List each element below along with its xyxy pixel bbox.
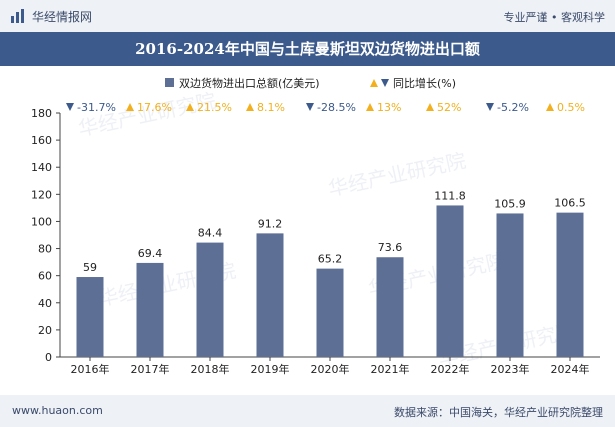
bar-value-label: 105.9 [494,197,526,210]
y-tick-label: 100 [31,215,52,228]
bar-value-label: 91.2 [258,217,283,230]
website-url: www.huaon.com [12,404,103,417]
x-tick-label: 2020年 [311,362,350,376]
bar-value-label: 106.5 [554,197,586,210]
x-tick-label: 2023年 [491,362,530,376]
growth-down-icon [306,103,314,111]
y-tick-label: 80 [38,243,52,256]
bar-8 [496,213,524,357]
y-tick-label: 120 [31,188,52,201]
chart-title: 2016-2024年中国与土库曼斯坦双边货物进出口额 [135,40,480,58]
bar-value-label: 69.4 [138,247,163,260]
growth-label: 17.6% [137,101,172,114]
brand: 华经情报网 [10,7,92,25]
x-tick-label: 2016年 [71,362,110,376]
growth-up-icon [366,103,374,111]
y-tick-label: 140 [31,161,52,174]
title-bar: 2016-2024年中国与土库曼斯坦双边货物进出口额 [0,32,615,66]
y-tick-label: 40 [38,297,52,310]
growth-label: 13% [377,101,401,114]
bar-5 [316,268,344,357]
x-tick-label: 2024年 [551,362,590,376]
bar-6 [376,257,404,357]
watermark-text: 华经产业研究院 [76,88,218,141]
y-tick-label: 180 [31,107,52,120]
growth-up-icon [186,103,194,111]
growth-label: 52% [437,101,461,114]
growth-label: -28.5% [317,101,356,114]
growth-down-icon [66,103,74,111]
brand-name: 华经情报网 [32,9,93,24]
growth-up-icon [426,103,434,111]
bar-chart: 华经产业研究院华经产业研究院华经产业研究院华经产业研究院华经产业研究院双边货物进… [31,76,600,376]
bar-1 [76,277,104,357]
bar-value-label: 59 [83,261,97,274]
legend-label-growth: 同比增长(%) [393,76,456,90]
y-tick-label: 0 [45,351,52,364]
tagline: 专业严谨 • 客观科学 [503,11,605,24]
footer-bar: www.huaon.com 数据来源：中国海关，华经产业研究院整理 [0,395,615,427]
bar-value-label: 65.2 [318,253,343,266]
bar-value-label: 73.6 [378,241,403,254]
x-tick-label: 2022年 [431,362,470,376]
legend-down-icon [381,79,389,87]
x-tick-label: 2021年 [371,362,410,376]
y-tick-label: 60 [38,270,52,283]
growth-down-icon [486,103,494,111]
legend-swatch-total [165,78,174,87]
y-tick-label: 160 [31,134,52,147]
bar-7 [436,205,464,357]
bar-value-label: 84.4 [198,227,223,240]
growth-label: 8.1% [257,101,285,114]
growth-up-icon [546,103,554,111]
growth-label: -5.2% [497,101,529,114]
x-tick-label: 2018年 [191,362,230,376]
legend-up-icon [370,79,378,87]
bar-value-label: 111.8 [434,189,466,202]
bar-9 [556,212,584,357]
header-bar: 华经情报网 专业严谨 • 客观科学 [0,0,615,32]
growth-label: -31.7% [77,101,116,114]
bar-4 [256,233,284,357]
bar-3 [196,242,224,357]
data-source: 数据来源：中国海关，华经产业研究院整理 [394,406,603,419]
growth-up-icon [126,103,134,111]
y-tick-label: 20 [38,324,52,337]
growth-up-icon [246,103,254,111]
growth-label: 0.5% [557,101,585,114]
legend-label-total: 双边货物进出口总额(亿美元) [179,76,320,90]
brand-logo-icon [11,9,24,23]
growth-label: 21.5% [197,101,232,114]
x-tick-label: 2019年 [251,362,290,376]
bar-2 [136,262,164,357]
x-tick-label: 2017年 [131,362,170,376]
